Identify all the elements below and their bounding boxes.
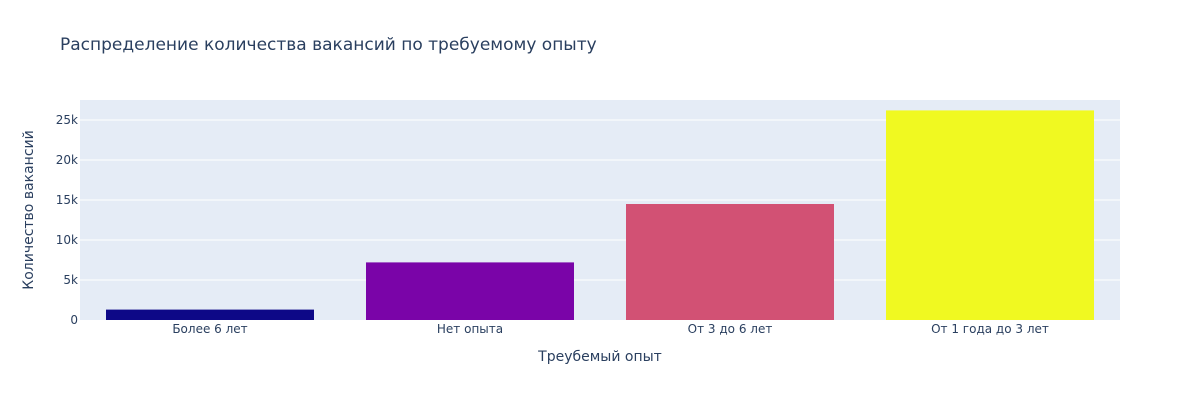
bar [106, 309, 314, 320]
y-tick-labels: 0 5k 10k 15k 20k 25k [56, 113, 78, 327]
x-tick-label: Более 6 лет [172, 322, 247, 336]
y-tick-label: 0 [70, 313, 78, 327]
bar [626, 204, 834, 320]
y-tick-label: 20k [56, 153, 78, 167]
x-axis-title: Треубемый опыт [537, 349, 662, 365]
chart-title: Распределение количества вакансий по тре… [60, 35, 597, 55]
x-tick-label: От 3 до 6 лет [688, 322, 773, 336]
y-tick-label: 10k [56, 233, 78, 247]
bar [366, 262, 574, 320]
y-axis-title: Количество вакансий [21, 130, 37, 289]
bars [106, 110, 1094, 321]
x-tick-label: От 1 года до 3 лет [931, 322, 1049, 336]
x-tick-labels: Более 6 лет Нет опыта От 3 до 6 лет От 1 го… [172, 322, 1049, 336]
y-tick-label: 15k [56, 193, 78, 207]
x-tick-label: Нет опыта [437, 322, 503, 336]
bar [886, 110, 1094, 321]
y-tick-label: 25k [56, 113, 78, 127]
y-tick-label: 5k [63, 273, 78, 287]
